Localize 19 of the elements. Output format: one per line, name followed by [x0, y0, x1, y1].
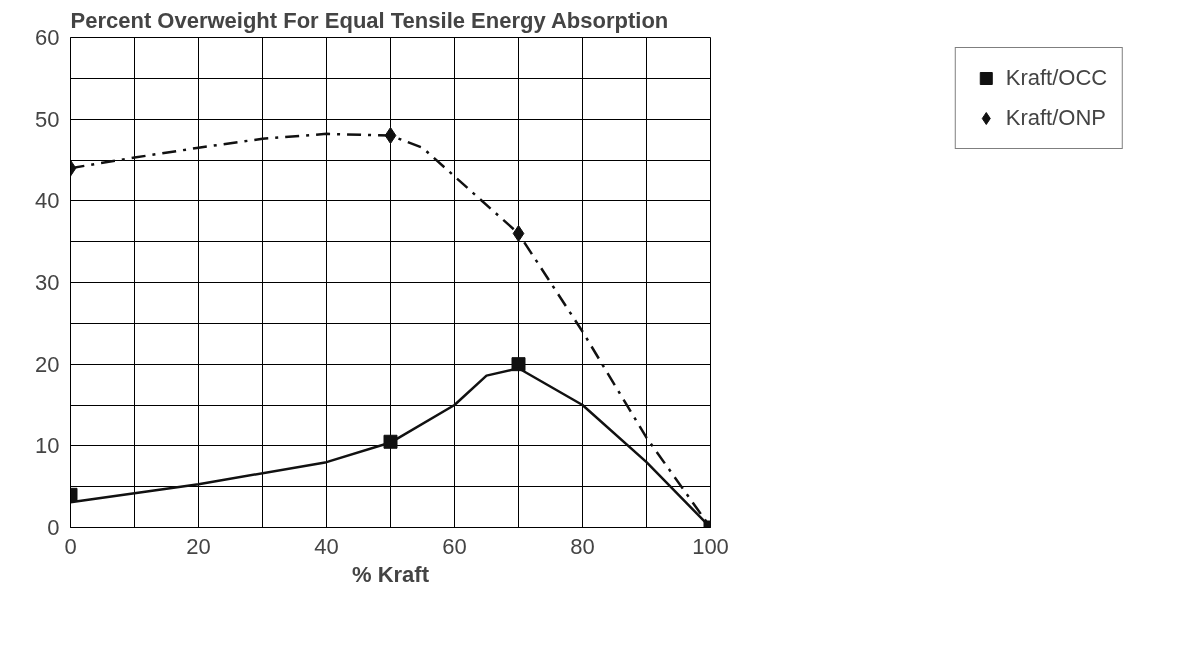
x-tick-label: 40 [314, 533, 339, 559]
y-tick-label: 0 [47, 515, 60, 540]
x-tick-label: 80 [570, 533, 595, 559]
y-tick-label: 20 [35, 351, 60, 377]
chart-title: Percent Overweight For Equal Tensile Energy Absorption [70, 7, 669, 33]
x-tick-label: 20 [186, 533, 211, 559]
x-tick-label: 0 [64, 533, 77, 559]
x-tick-label: 60 [442, 533, 467, 559]
y-tick-label: 50 [35, 106, 60, 132]
point [512, 225, 525, 242]
y-tick-label: 10 [35, 433, 60, 459]
legend-label: Kraft/ONP [1005, 105, 1107, 131]
legend-label: Kraft/OCC [1005, 65, 1108, 91]
y-tick-label: 30 [35, 270, 60, 295]
y-tick-label: 60 [35, 25, 60, 50]
x-tick-label: 100 [692, 533, 729, 559]
point [511, 357, 526, 372]
y-tick-label: 40 [35, 188, 60, 214]
x-axis-title: % Kraft [351, 561, 430, 587]
